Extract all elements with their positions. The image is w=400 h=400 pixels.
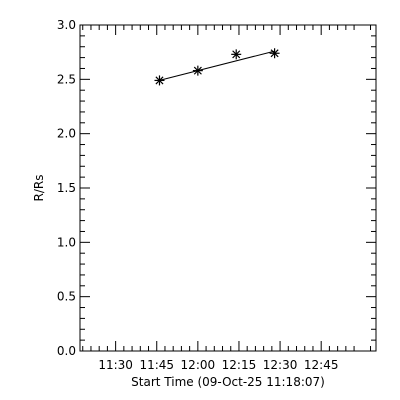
x-axis-label: Start Time (09-Oct-25 11:18:07) — [131, 375, 325, 389]
y-tick-label: 1.5 — [57, 181, 76, 195]
y-tick-label: 0.5 — [57, 290, 76, 304]
data-point-asterisk — [231, 49, 242, 60]
y-tick-labels: 0.0 0.5 1.0 1.5 2.0 2.5 3.0 — [57, 18, 76, 358]
x-tick-labels: 11:30 11:45 12:00 12:15 12:30 12:45 — [98, 358, 338, 372]
x-tick-label: 11:30 — [98, 358, 133, 372]
data-point-asterisk — [192, 65, 203, 76]
y-tick-label: 2.5 — [57, 72, 76, 86]
y-tick-label: 0.0 — [57, 344, 76, 358]
x-tick-label: 11:45 — [139, 358, 174, 372]
y-axis-label: R/Rs — [32, 175, 46, 202]
fit-line-group — [159, 50, 275, 81]
y-tick-label: 1.0 — [57, 235, 76, 249]
fit-line — [159, 50, 275, 81]
plot-frame — [79, 24, 377, 352]
x-tick-label: 12:00 — [181, 358, 216, 372]
data-point-asterisk — [269, 48, 280, 59]
x-tick-label: 12:30 — [263, 358, 298, 372]
data-point-asterisk — [154, 75, 165, 86]
x-tick-label: 12:15 — [222, 358, 257, 372]
x-tick-label: 12:45 — [304, 358, 339, 372]
data-points — [154, 48, 280, 86]
axis-ticks — [80, 24, 376, 352]
y-tick-label: 3.0 — [57, 18, 76, 32]
y-tick-label: 2.0 — [57, 127, 76, 141]
